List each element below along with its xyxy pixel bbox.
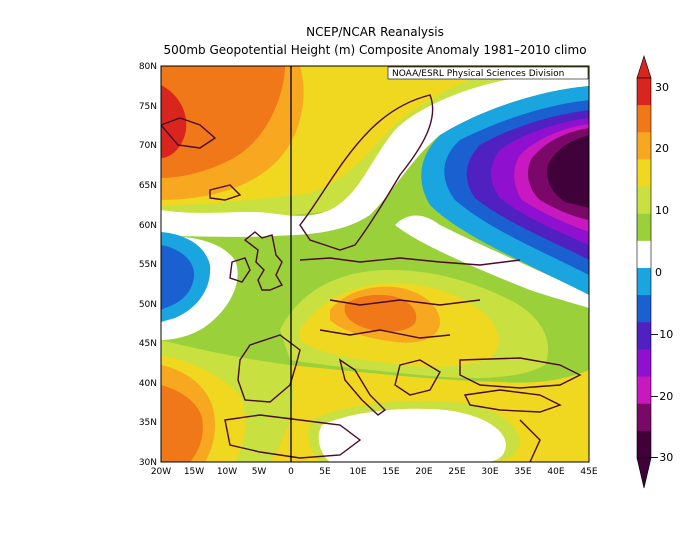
lat-label: 35N — [139, 418, 157, 428]
colorbar-swatch — [637, 268, 651, 296]
lat-tick-labels: 80N 75N 70N 65N 60N 55N 50N 45N 40N 35N … — [139, 62, 157, 468]
black-sea — [459, 357, 582, 389]
zero-band-east — [395, 215, 589, 308]
lon-label: 20E — [415, 467, 432, 477]
lon-label: 0 — [288, 467, 294, 477]
lon-label: 40E — [547, 467, 564, 477]
colorbar-frame — [636, 77, 652, 459]
max-north-30 — [161, 85, 187, 158]
colorbar-swatch — [637, 349, 651, 378]
country-borders-b — [319, 329, 451, 339]
max-sw-25 — [161, 385, 203, 462]
colorbar-swatch — [637, 403, 651, 432]
colorbar-swatch — [637, 295, 651, 323]
lat-label: 65N — [139, 181, 157, 191]
scandinavia — [299, 94, 434, 251]
lat-label: 75N — [139, 102, 157, 112]
colorbar-swatch — [637, 105, 651, 133]
colorbar-swatches — [637, 78, 651, 459]
chart-subtitle: 500mb Geopotential Height (m) Composite … — [163, 43, 587, 57]
italy — [338, 358, 387, 416]
lat-label: 55N — [139, 260, 157, 270]
lon-label: 5E — [319, 467, 331, 477]
band-north-25 — [161, 66, 285, 178]
coastlines — [161, 94, 582, 462]
faroe — [209, 184, 242, 201]
lat-label: 80N — [139, 62, 157, 72]
colorbar-label: 30 — [655, 81, 669, 94]
lat-label: 70N — [139, 141, 157, 151]
colorbar-swatch — [637, 78, 651, 106]
map-frame — [160, 65, 590, 463]
colorbar-label: 20 — [655, 142, 669, 155]
great-britain — [243, 231, 284, 291]
north-africa — [224, 414, 362, 459]
colorbar-top-arrow — [636, 55, 652, 79]
colorbar-label: 0 — [655, 266, 662, 279]
colorbar-swatch — [637, 132, 651, 160]
lat-label: 40N — [139, 379, 157, 389]
colorbar-swatch — [637, 430, 651, 459]
colorbar-swatch — [637, 322, 651, 350]
lon-tick-labels: 20W 15W 10W 5W 0 5E 10E 15E 20E 25E 30E … — [151, 467, 598, 477]
lat-label: 50N — [139, 300, 157, 310]
lat-label: 30N — [139, 458, 157, 468]
lon-label: 5W — [252, 467, 267, 477]
country-borders-a — [329, 299, 481, 306]
colorbar: 30 20 10 0 −10 −20 −30 — [636, 55, 673, 489]
colorbar-swatch — [637, 213, 651, 242]
credit-text: NOAA/ESRL Physical Sciences Division — [392, 69, 564, 79]
anatolia — [463, 389, 562, 413]
lon-label: 15E — [382, 467, 399, 477]
colorbar-bottom-arrow — [636, 457, 652, 489]
colorbar-swatch — [637, 240, 651, 269]
lon-label: 20W — [151, 467, 171, 477]
colorbar-swatch — [637, 159, 651, 188]
lon-label: 30E — [481, 467, 498, 477]
min-ne-30 — [547, 135, 589, 208]
balkans — [394, 359, 441, 396]
colorbar-label: −30 — [650, 451, 673, 464]
ireland — [229, 257, 251, 283]
chart-title: NCEP/NCAR Reanalysis — [306, 25, 444, 39]
north-europe-coast — [299, 257, 521, 266]
lon-label: 15W — [184, 467, 204, 477]
lat-label: 45N — [139, 339, 157, 349]
contour-field — [161, 66, 589, 462]
colorbar-label: −10 — [650, 328, 673, 341]
zero-band-north — [161, 74, 589, 237]
iberia — [237, 334, 301, 403]
colorbar-label: −20 — [650, 390, 673, 403]
lon-label: 45E — [580, 467, 597, 477]
iceland — [161, 117, 217, 149]
lon-label: 35E — [514, 467, 531, 477]
lon-label: 25E — [448, 467, 465, 477]
credit-box — [387, 66, 589, 80]
lat-label: 60N — [139, 221, 157, 231]
lon-label: 10E — [349, 467, 366, 477]
zero-med — [318, 408, 506, 462]
colorbar-label: 10 — [655, 204, 669, 217]
levant — [519, 419, 541, 462]
colorbar-swatch — [637, 186, 651, 215]
neg-atl-10 — [161, 245, 195, 310]
colorbar-swatch — [637, 376, 651, 405]
lon-label: 10W — [217, 467, 237, 477]
